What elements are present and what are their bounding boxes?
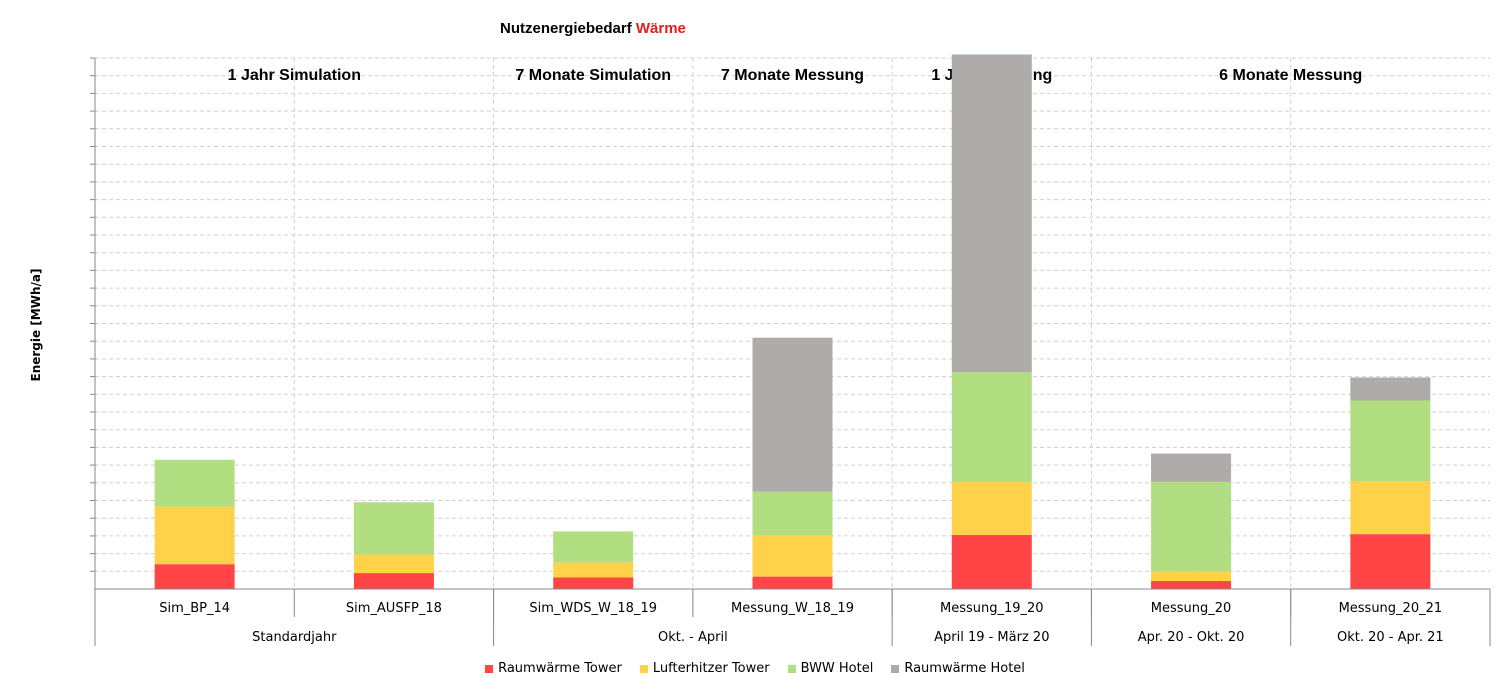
- bar-segment: [154, 506, 235, 565]
- category-label: Messung_19_20: [940, 601, 1044, 616]
- section-label: 6 Monate Messung: [1219, 67, 1362, 84]
- bar-segment: [951, 535, 1032, 589]
- group-label: April 19 - März 20: [934, 630, 1049, 645]
- bar-segment: [553, 562, 634, 578]
- group-label: Standardjahr: [252, 630, 337, 645]
- legend-swatch: [485, 664, 494, 673]
- category-label: Messung_20: [1151, 601, 1232, 616]
- bar-segment: [1350, 377, 1431, 401]
- legend-swatch: [891, 664, 900, 673]
- section-label: 7 Monate Messung: [721, 67, 864, 84]
- legend-swatch: [639, 664, 648, 673]
- bar-segment: [1151, 571, 1232, 582]
- bar-segment: [353, 573, 434, 589]
- section-label: 1 Jahr Simulation: [228, 67, 361, 84]
- bar-segment: [553, 531, 634, 563]
- legend-swatch: [787, 664, 796, 673]
- bar-segment: [1151, 453, 1232, 482]
- legend-label: BWW Hotel: [800, 661, 874, 676]
- bar-segment: [154, 564, 235, 589]
- bar-segment: [951, 372, 1032, 482]
- legend-item: Raumwärme Tower: [485, 661, 622, 676]
- legend-label: Raumwärme Tower: [498, 661, 622, 676]
- bar-segment: [353, 502, 434, 555]
- chart-legend: Raumwärme Tower Lufterhitzer Tower BWW Hot…: [0, 661, 1510, 676]
- group-label: Okt. 20 - Apr. 21: [1337, 630, 1444, 645]
- bar-segment: [951, 54, 1032, 373]
- bar-segment: [752, 491, 833, 536]
- bar-segment: [553, 577, 634, 589]
- chart-title-prefix: Nutzenergiebedarf: [500, 20, 636, 37]
- legend-item: Lufterhitzer Tower: [639, 661, 770, 676]
- bar-segment: [1350, 400, 1431, 482]
- legend-label: Raumwärme Hotel: [904, 661, 1025, 676]
- bar-segment: [1151, 481, 1232, 572]
- stacked-bar-chart: 1 Jahr Simulation 7 Monate Simulation 7 Mo…: [90, 54, 1491, 646]
- group-label: Okt. - April: [658, 630, 728, 645]
- bar-segment: [1151, 581, 1232, 589]
- bar-segment: [154, 459, 235, 507]
- category-label: Sim_WDS_W_18_19: [529, 601, 657, 616]
- chart-title: Nutzenergiebedarf Wärme: [500, 20, 686, 37]
- category-label: Messung_20_21: [1339, 601, 1443, 616]
- legend-item: BWW Hotel: [787, 661, 874, 676]
- legend-item: Raumwärme Hotel: [891, 661, 1025, 676]
- category-label: Sim_BP_14: [159, 601, 230, 616]
- bar-segment: [353, 554, 434, 574]
- category-label: Sim_AUSFP_18: [346, 601, 442, 616]
- legend-label: Lufterhitzer Tower: [652, 661, 770, 676]
- chart-title-accent: Wärme: [635, 20, 686, 37]
- bar-segment: [752, 535, 833, 577]
- bar-segment: [1350, 534, 1431, 589]
- section-label: 7 Monate Simulation: [515, 67, 671, 84]
- bar-segment: [752, 576, 833, 589]
- bar-segment: [951, 481, 1032, 536]
- category-label: Messung_W_18_19: [731, 601, 854, 616]
- bar-segment: [1350, 481, 1431, 535]
- group-label: Apr. 20 - Okt. 20: [1138, 630, 1245, 645]
- bar-segment: [752, 337, 833, 492]
